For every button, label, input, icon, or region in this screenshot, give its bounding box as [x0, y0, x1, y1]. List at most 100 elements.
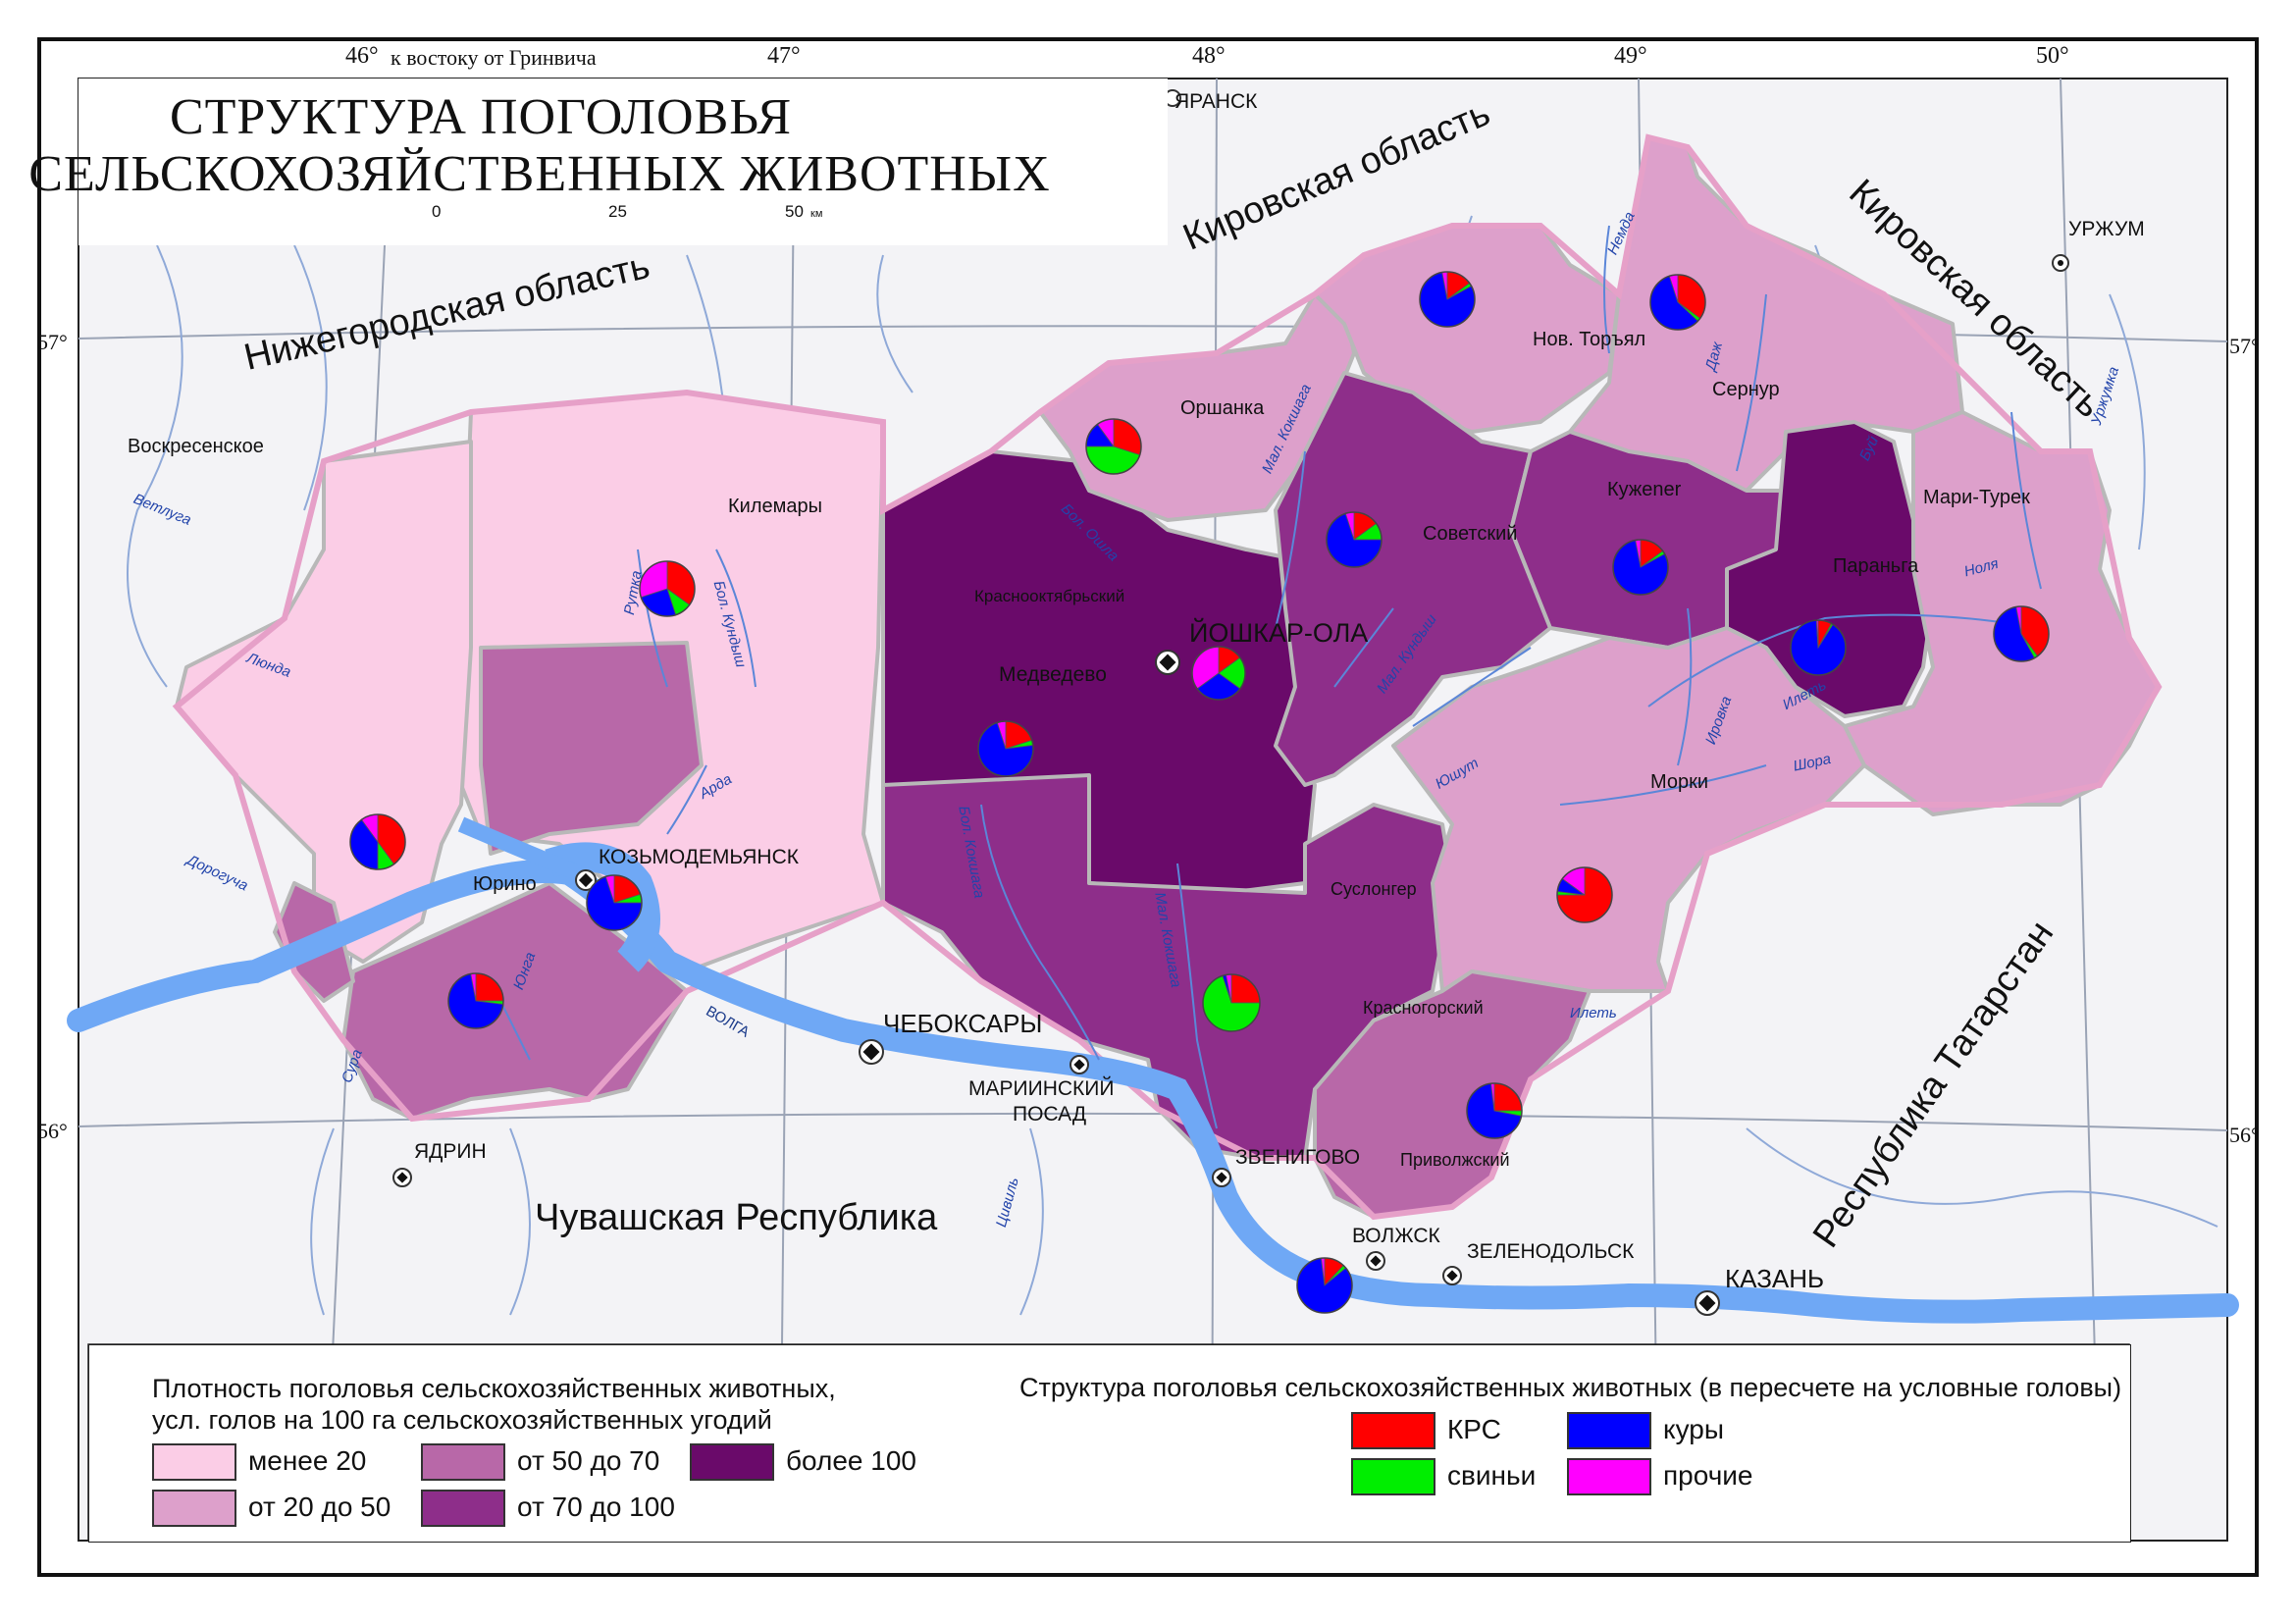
- city-label: КОЗЬМОДЕМЬЯНСК: [599, 846, 799, 868]
- scale-label-25: 25: [608, 202, 627, 221]
- pie-outline: [349, 813, 406, 870]
- river-line: [1647, 613, 2042, 707]
- river-line: [509, 1127, 531, 1316]
- scale-unit: км: [810, 208, 823, 220]
- pie-outline: [447, 972, 504, 1029]
- longitude-label: 49°: [1614, 43, 1647, 69]
- district-paranginsky: [1725, 420, 1935, 718]
- city-marker: [1070, 1055, 1089, 1074]
- place-label: Мари-Турек: [1923, 487, 2030, 508]
- pie-chart: [586, 874, 643, 931]
- city-label: ЙОШКАР-ОЛА: [1189, 618, 1369, 648]
- pie-chart: [1556, 866, 1613, 923]
- structure-swatch-krs: [1351, 1412, 1435, 1449]
- city-marker: [1442, 1266, 1462, 1285]
- longitude-label: 46°: [345, 43, 379, 69]
- place-label: Кужener: [1607, 479, 1682, 500]
- river-line: [1677, 607, 1693, 766]
- pie-outline: [1556, 866, 1613, 923]
- city-marker: [2052, 254, 2069, 272]
- pie-chart: [1993, 605, 2050, 662]
- pie-chart: [639, 560, 696, 617]
- pie-outline: [1790, 619, 1847, 676]
- title-block: СТРУКТУРА ПОГОЛОВЬЯ СЕЛЬСКОХОЗЯЙСТВЕННЫХ…: [28, 79, 1168, 245]
- scale-label-0: 0: [432, 202, 442, 221]
- river-line: [1412, 647, 1532, 727]
- parallel-56: [78, 1112, 2228, 1131]
- pie-outline: [586, 874, 643, 931]
- river-line: [310, 1127, 335, 1316]
- pie-outline: [1466, 1082, 1523, 1139]
- pie-outline: [977, 720, 1034, 777]
- pie-chart: [1790, 619, 1847, 676]
- density-label: от 20 до 50: [248, 1492, 391, 1522]
- pie-outline: [1326, 511, 1383, 568]
- river-line: [876, 254, 913, 393]
- latitude-label: 57°: [37, 330, 68, 354]
- density-swatch-gt100: [690, 1443, 774, 1481]
- river-line: [1275, 450, 1306, 629]
- volga-reservoir: [545, 842, 660, 972]
- city-marker: [1366, 1251, 1385, 1271]
- latitude-label: 57°: [2229, 334, 2260, 358]
- city-label: ЗВЕНИГОВО: [1235, 1146, 1361, 1169]
- republic-boundary: [172, 133, 2163, 1221]
- city-label: ПОСАД: [1013, 1103, 1087, 1126]
- river-line: [1019, 1127, 1044, 1316]
- city-marker: [392, 1168, 412, 1187]
- volga-river: [67, 860, 2239, 1324]
- legend: Плотность поголовья сельскохозяйственных…: [88, 1344, 2131, 1543]
- density-swatch-70-100: [421, 1490, 505, 1527]
- city-label: КАЗАНЬ: [1725, 1264, 1825, 1293]
- place-label: Сернур: [1712, 379, 1780, 400]
- place-label: Советский: [1423, 523, 1518, 545]
- pie-outline: [1085, 418, 1142, 475]
- pie-chart: [1326, 511, 1383, 568]
- structure-swatch-other: [1567, 1458, 1651, 1495]
- pie-chart: [349, 813, 406, 870]
- pie-chart: [977, 720, 1034, 777]
- pie-chart: [1085, 418, 1142, 475]
- place-label: Медведево: [999, 663, 1107, 686]
- structure-label: КРС: [1447, 1414, 1501, 1444]
- river-line: [1176, 863, 1218, 1129]
- title-line-1: СТРУКТУРА ПОГОЛОВЬЯ: [169, 89, 793, 145]
- river-label-ilet-south: Илеть: [1570, 1005, 1617, 1021]
- pie-chart: [1612, 539, 1669, 596]
- density-label: более 100: [786, 1445, 916, 1476]
- pie-outline: [1191, 646, 1246, 701]
- structure-label: куры: [1663, 1414, 1724, 1444]
- city-label: ЗЕЛЕНОДОЛЬСК: [1467, 1240, 1635, 1263]
- structure-swatch-poultry: [1567, 1412, 1651, 1449]
- region-label-chuvash: Чувашская Республика: [535, 1197, 938, 1238]
- city-marker: [575, 869, 597, 891]
- volga-arm: [457, 816, 582, 881]
- pie-chart: [1649, 274, 1706, 331]
- density-label: от 70 до 100: [517, 1492, 675, 1522]
- density-swatch-50-70: [421, 1443, 505, 1481]
- pie-outline: [1612, 539, 1669, 596]
- city-label: ЯРАНСК: [1174, 90, 1258, 113]
- density-swatch-lt20: [152, 1443, 236, 1481]
- city-marker: [859, 1039, 884, 1065]
- place-label: Юрино: [473, 873, 537, 895]
- density-label: от 50 до 70: [517, 1445, 660, 1476]
- city-label: ЯДРИН: [414, 1140, 487, 1163]
- river-line: [666, 764, 707, 835]
- pie-chart: [447, 972, 504, 1029]
- river-line: [1746, 1127, 2218, 1228]
- structure-legend-title: Структура поголовья сельскохозяйственных…: [1019, 1373, 2122, 1402]
- scale-label-50: 50: [785, 202, 804, 221]
- settlement-markers: [392, 89, 2069, 1316]
- pie-outline: [1993, 605, 2050, 662]
- pie-outline: [639, 560, 696, 617]
- place-label: Красногорский: [1363, 998, 1484, 1018]
- density-title-line-1: Плотность поголовья сельскохозяйственных…: [152, 1374, 836, 1403]
- river-line: [293, 244, 328, 511]
- place-label: Воскресенское: [128, 436, 264, 457]
- density-legend-title: Плотность поголовья сельскохозяйственных…: [152, 1373, 1035, 1436]
- pie-chart: [1419, 271, 1476, 328]
- tributaries: [490, 225, 2042, 1129]
- title-line-2: СЕЛЬСКОХОЗЯЙСТВЕННЫХ ЖИВОТНЫХ: [28, 146, 1051, 202]
- river-line: [637, 549, 668, 688]
